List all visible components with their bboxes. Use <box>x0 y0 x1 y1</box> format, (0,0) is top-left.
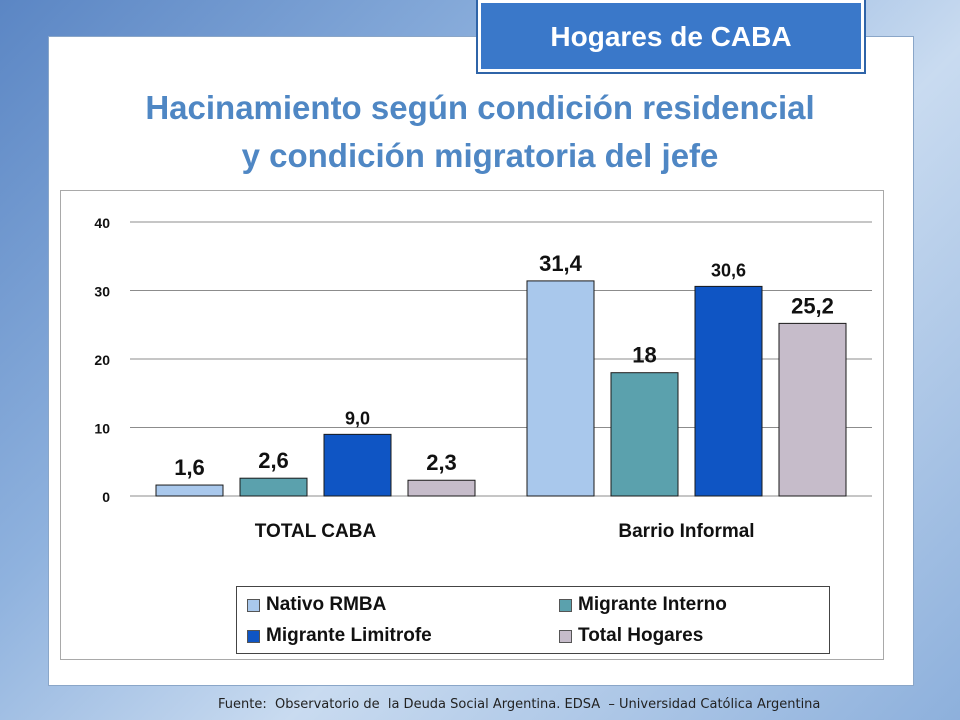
legend-item-total-hogares: Total Hogares <box>559 625 703 647</box>
legend-item-migrante-limitrofe: Migrante Limitrofe <box>247 625 432 647</box>
legend-label: Nativo RMBA <box>266 594 387 615</box>
bar <box>323 433 392 497</box>
y-tick-label: 0 <box>102 489 110 505</box>
legend-swatch <box>247 598 260 612</box>
data-label: 1,6 <box>174 455 205 480</box>
chart-title-line-1: Hacinamiento según condición residencial <box>145 89 815 126</box>
data-label: 9,0 <box>345 408 370 428</box>
bar <box>155 484 224 497</box>
data-label: 30,6 <box>711 260 746 280</box>
legend-swatch <box>247 629 260 643</box>
bar <box>407 479 476 497</box>
source-note: Fuente: Observatorio de la Deuda Social … <box>218 697 821 712</box>
data-label: 25,2 <box>791 293 834 318</box>
legend-swatch <box>559 598 572 612</box>
legend-swatch <box>559 629 572 643</box>
data-label: 31,4 <box>539 251 583 276</box>
bar <box>239 477 308 497</box>
y-tick-label: 10 <box>94 421 110 437</box>
badge-text: Hogares de CABA <box>550 21 792 52</box>
data-label: 18 <box>632 343 656 368</box>
data-label: 2,6 <box>258 448 289 473</box>
y-tick-label: 40 <box>94 215 110 231</box>
bar <box>526 280 595 497</box>
bar <box>778 322 847 497</box>
x-category-label: TOTAL CABA <box>255 521 377 542</box>
legend-label: Total Hogares <box>578 625 704 646</box>
data-label: 2,3 <box>426 450 457 475</box>
y-tick-label: 30 <box>94 284 110 300</box>
x-category-label: Barrio Informal <box>618 521 754 542</box>
chart-title-line-2: y condición migratoria del jefe <box>241 137 719 174</box>
legend-item-migrante-interno: Migrante Interno <box>559 594 727 616</box>
legend-label: Migrante Interno <box>578 594 727 615</box>
bar <box>694 285 763 497</box>
header-badge: Hogares de CABA <box>476 0 866 74</box>
legend-item-nativo-rmba: Nativo RMBA <box>247 594 386 616</box>
bar <box>610 372 679 497</box>
legend-label: Migrante Limitrofe <box>266 625 432 646</box>
y-tick-label: 20 <box>94 352 110 368</box>
chart-legend: Nativo RMBA Migrante Interno Migrante Li… <box>236 586 830 654</box>
